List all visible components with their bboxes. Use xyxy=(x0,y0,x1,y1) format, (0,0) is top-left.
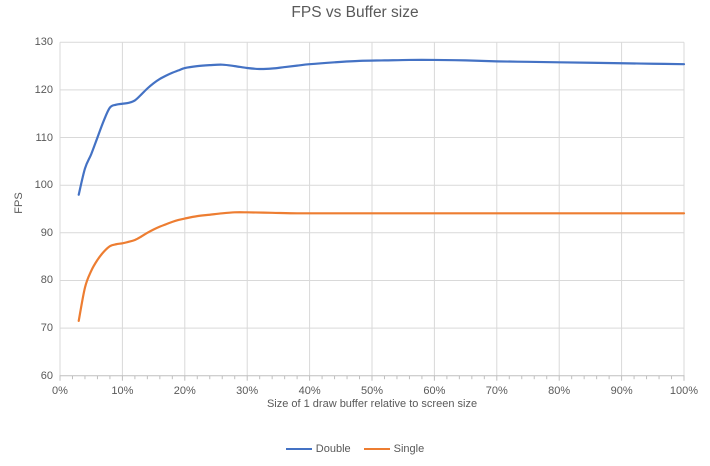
x-tick-label: 100% xyxy=(669,385,699,397)
y-axis-title: FPS xyxy=(13,192,25,214)
series-line-double[interactable] xyxy=(77,58,686,196)
x-tick-label: 30% xyxy=(236,385,259,397)
y-tick-label: 90 xyxy=(40,226,53,239)
legend: Double Single xyxy=(0,441,710,457)
legend-label: Double xyxy=(315,443,351,455)
x-tick-label: 90% xyxy=(610,385,633,397)
x-tick-label: 0% xyxy=(52,385,68,397)
y-tick-label: 120 xyxy=(34,83,53,96)
legend-swatch-single xyxy=(363,447,390,451)
x-tick-label: 70% xyxy=(485,385,508,397)
y-tick-label: 70 xyxy=(40,322,53,335)
x-tick-label: 60% xyxy=(423,385,446,397)
y-tick-label: 80 xyxy=(40,274,53,287)
x-tick-label: 80% xyxy=(548,385,571,397)
x-tick-label: 10% xyxy=(111,385,134,397)
x-tick-label: 40% xyxy=(298,385,321,397)
series-line-single[interactable] xyxy=(77,211,686,323)
legend-item-single[interactable]: Single xyxy=(363,442,425,456)
x-tick-label: 20% xyxy=(173,385,196,397)
legend-swatch-double xyxy=(285,447,312,451)
y-tick-label: 130 xyxy=(34,36,53,49)
y-tick-label: 100 xyxy=(34,179,53,192)
legend-label: Single xyxy=(393,443,425,455)
legend-item-double[interactable]: Double xyxy=(285,442,351,456)
x-tick-label: 50% xyxy=(360,385,384,397)
chart-title: FPS vs Buffer size xyxy=(291,4,419,21)
y-tick-label: 110 xyxy=(35,131,53,144)
y-tick-label: 60 xyxy=(40,369,53,382)
x-axis-title: Size of 1 draw buffer relative to screen… xyxy=(266,398,478,410)
